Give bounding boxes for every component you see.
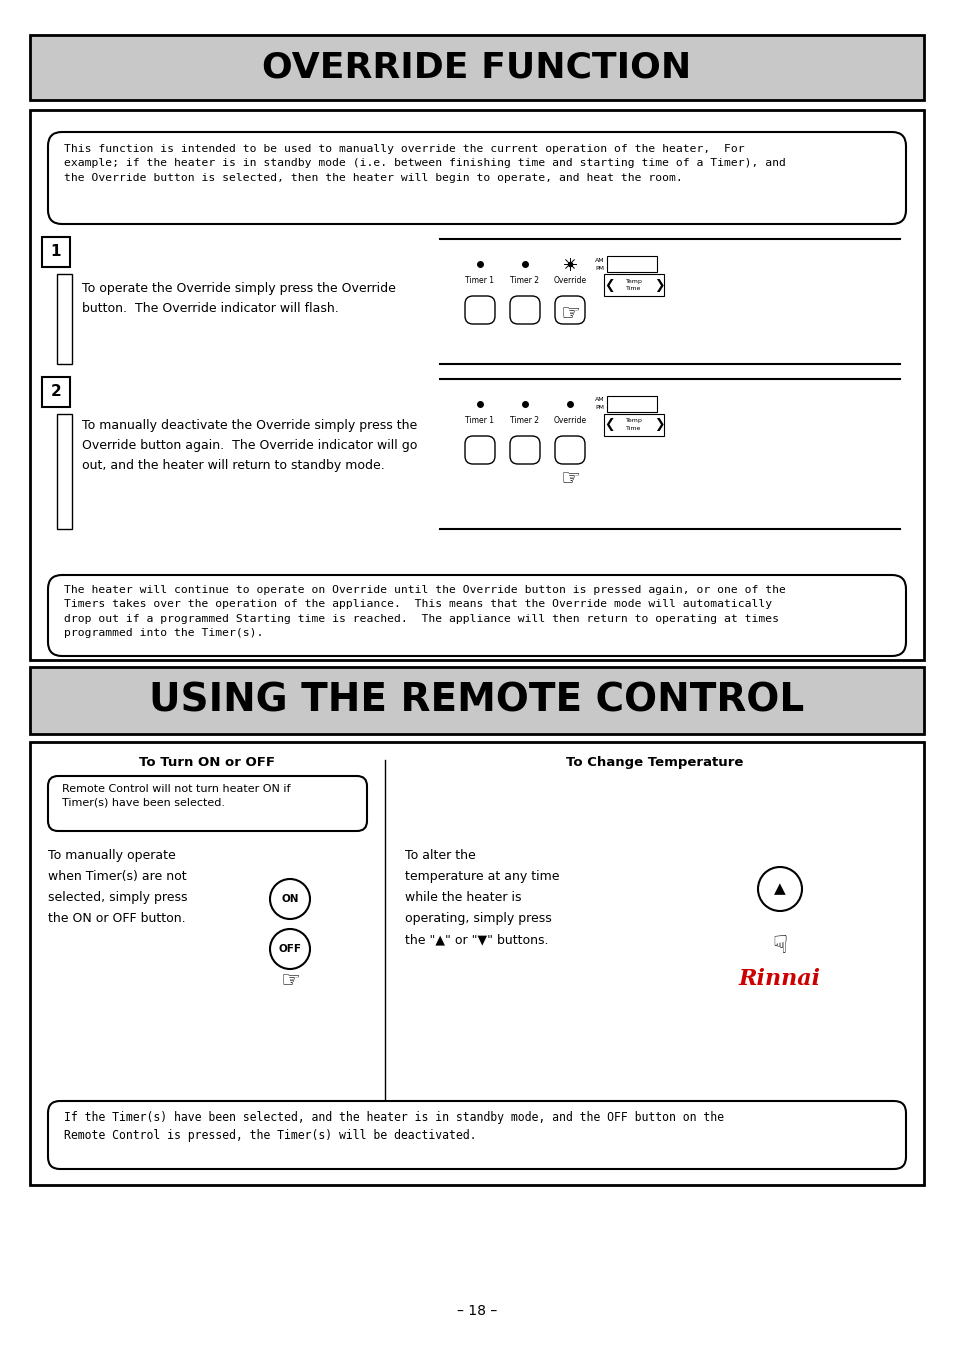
Text: AM: AM <box>595 258 604 263</box>
Text: 1: 1 <box>51 244 61 259</box>
Text: Time: Time <box>626 426 641 432</box>
Text: Timer 1: Timer 1 <box>465 277 494 285</box>
Text: ▲: ▲ <box>773 881 785 897</box>
Text: The heater will continue to operate on Override until the Override button is pre: The heater will continue to operate on O… <box>64 585 785 638</box>
Text: ☞: ☞ <box>559 469 579 488</box>
Text: ❯: ❯ <box>653 418 663 432</box>
Bar <box>606 256 657 272</box>
Text: Room: Room <box>633 415 650 421</box>
Text: To Turn ON or OFF: To Turn ON or OFF <box>139 757 275 769</box>
FancyBboxPatch shape <box>555 295 584 324</box>
FancyBboxPatch shape <box>48 1101 905 1170</box>
Text: Override: Override <box>553 277 586 285</box>
Text: ☟: ☟ <box>772 934 787 958</box>
Bar <box>603 414 663 436</box>
Text: Time: Time <box>626 286 641 291</box>
Text: Remote Control will not turn heater ON if
Timer(s) have been selected.: Remote Control will not turn heater ON i… <box>62 784 291 808</box>
FancyBboxPatch shape <box>48 776 367 831</box>
Text: ❯: ❯ <box>653 278 663 291</box>
Bar <box>30 666 923 734</box>
Text: Temp: Temp <box>625 278 641 283</box>
Text: Room: Room <box>633 277 650 281</box>
Text: Override: Override <box>553 415 586 425</box>
Text: OFF: OFF <box>278 944 301 954</box>
Text: – 18 –: – 18 – <box>456 1304 497 1318</box>
Text: Rinnai: Rinnai <box>739 969 821 990</box>
Circle shape <box>270 929 310 969</box>
Text: ON: ON <box>281 894 298 904</box>
Bar <box>606 397 657 411</box>
Text: To manually deactivate the Override simply press the
Override button again.  The: To manually deactivate the Override simp… <box>82 420 417 472</box>
Text: ❮: ❮ <box>603 278 614 291</box>
Text: AM: AM <box>595 398 604 402</box>
Bar <box>42 237 70 267</box>
Bar <box>57 414 71 529</box>
Bar <box>603 274 663 295</box>
Text: To operate the Override simply press the Override
button.  The Override indicato: To operate the Override simply press the… <box>82 282 395 316</box>
Text: To alter the
temperature at any time
while the heater is
operating, simply press: To alter the temperature at any time whi… <box>405 849 558 946</box>
Text: ❮: ❮ <box>603 418 614 432</box>
Text: OVERRIDE FUNCTION: OVERRIDE FUNCTION <box>262 50 691 85</box>
FancyBboxPatch shape <box>48 575 905 656</box>
Text: 2: 2 <box>51 384 61 399</box>
Text: Temp: Temp <box>625 418 641 424</box>
FancyBboxPatch shape <box>555 436 584 464</box>
Text: Set: Set <box>611 415 621 421</box>
Text: PM: PM <box>595 266 603 271</box>
Text: Timer 2: Timer 2 <box>510 415 539 425</box>
Circle shape <box>758 867 801 911</box>
Text: Timer 1: Timer 1 <box>465 415 494 425</box>
Text: Timer 2: Timer 2 <box>510 277 539 285</box>
FancyBboxPatch shape <box>510 295 539 324</box>
Bar <box>30 742 923 1184</box>
FancyBboxPatch shape <box>464 436 495 464</box>
Text: USING THE REMOTE CONTROL: USING THE REMOTE CONTROL <box>150 681 803 719</box>
Text: To Change Temperature: To Change Temperature <box>565 757 742 769</box>
FancyBboxPatch shape <box>510 436 539 464</box>
Bar <box>30 111 923 660</box>
Text: Set: Set <box>611 277 621 281</box>
Bar <box>30 35 923 100</box>
Text: This function is intended to be used to manually override the current operation : This function is intended to be used to … <box>64 144 785 183</box>
Circle shape <box>270 880 310 919</box>
Text: ☞: ☞ <box>280 971 299 992</box>
Text: To manually operate
when Timer(s) are not
selected, simply press
the ON or OFF b: To manually operate when Timer(s) are no… <box>48 849 188 925</box>
Bar <box>42 376 70 407</box>
Text: If the Timer(s) have been selected, and the heater is in standby mode, and the O: If the Timer(s) have been selected, and … <box>64 1112 723 1143</box>
FancyBboxPatch shape <box>464 295 495 324</box>
Text: ☞: ☞ <box>559 304 579 324</box>
FancyBboxPatch shape <box>48 132 905 224</box>
Text: PM: PM <box>595 406 603 410</box>
Bar <box>57 274 71 364</box>
